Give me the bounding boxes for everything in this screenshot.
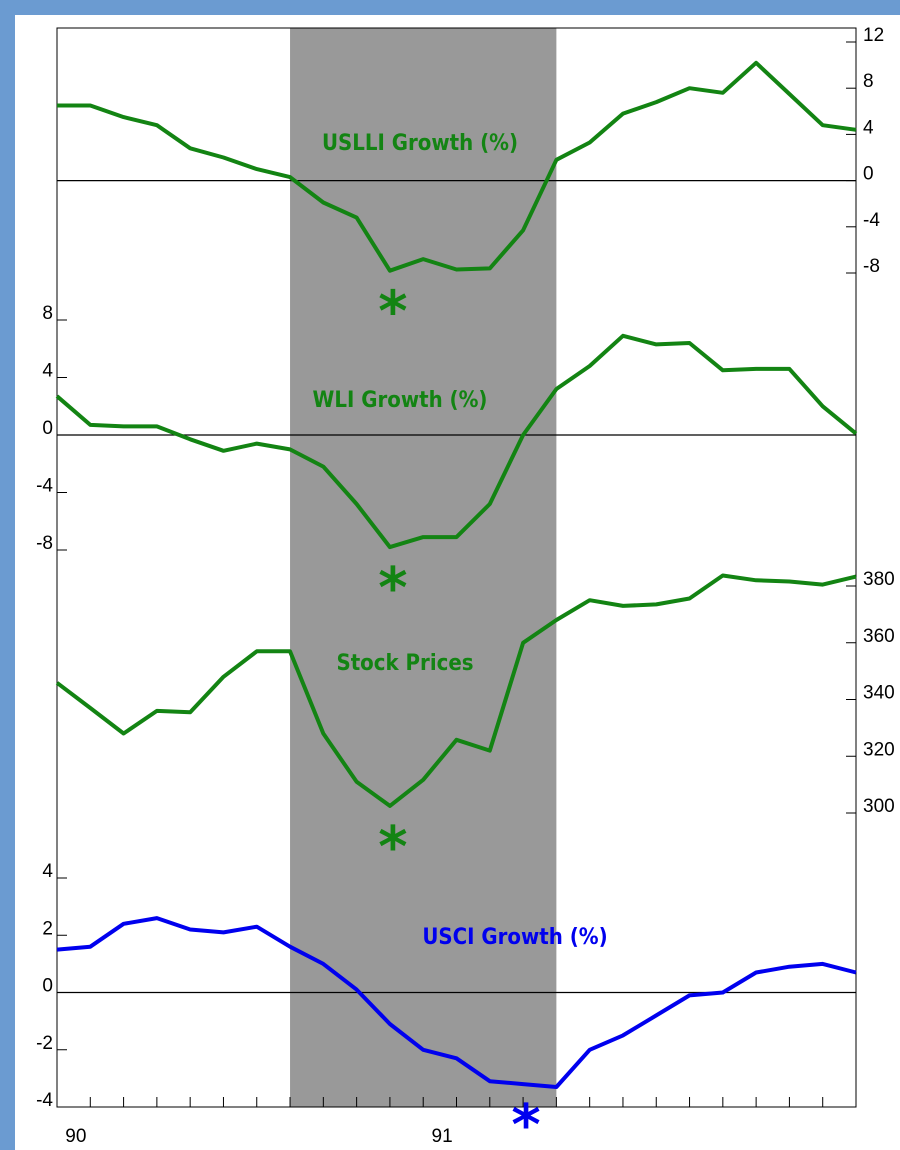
y-tick-label: 320 xyxy=(863,739,895,760)
y-tick-label: 4 xyxy=(42,861,53,882)
trough-marker: * xyxy=(378,556,407,621)
y-tick-label: 8 xyxy=(42,303,53,324)
y-tick-label: -8 xyxy=(36,533,53,554)
chart: 90 91 12 8 4 0 -4 -8 USLLI Growth (%) * 8 4 0 -4 -8 WLI… xyxy=(36,25,895,1150)
series-line xyxy=(56,916,857,1089)
series-label: USLLI Growth (%) xyxy=(322,131,518,156)
series-label: USCI Growth (%) xyxy=(422,925,607,950)
y-tick-label: 360 xyxy=(863,626,895,647)
trough-marker: * xyxy=(378,815,407,880)
y-tick-label: 300 xyxy=(863,796,895,817)
trough-marker: * xyxy=(378,280,407,345)
x-tick-label: 91 xyxy=(432,1126,453,1147)
trough-marker: * xyxy=(511,1093,540,1150)
y-tick-label: 340 xyxy=(863,683,895,704)
page: 90 91 12 8 4 0 -4 -8 USLLI Growth (%) * 8 4 0 -4 -8 WLI… xyxy=(15,15,900,1150)
y-tick-label: -8 xyxy=(863,256,880,277)
y-tick-label: -4 xyxy=(863,210,880,231)
y-tick-label: 2 xyxy=(42,918,53,939)
x-tick-label: 90 xyxy=(65,1126,86,1147)
series-line xyxy=(55,333,858,550)
y-tick-label: -4 xyxy=(36,1090,53,1111)
y-tick-label: 12 xyxy=(863,25,884,46)
y-tick-label: -4 xyxy=(36,476,53,497)
y-tick-label: 0 xyxy=(863,164,874,185)
y-tick-label: 4 xyxy=(863,117,874,138)
series-line xyxy=(57,60,857,273)
y-tick-label: 8 xyxy=(863,71,874,92)
series-label: Stock Prices xyxy=(336,651,473,676)
y-tick-label: 4 xyxy=(42,361,53,382)
y-tick-label: 0 xyxy=(42,418,53,439)
y-tick-label: -2 xyxy=(36,1033,53,1054)
series-line xyxy=(55,573,857,808)
series-label: WLI Growth (%) xyxy=(313,388,488,413)
y-tick-label: 380 xyxy=(863,569,895,590)
y-tick-label: 0 xyxy=(42,976,53,997)
